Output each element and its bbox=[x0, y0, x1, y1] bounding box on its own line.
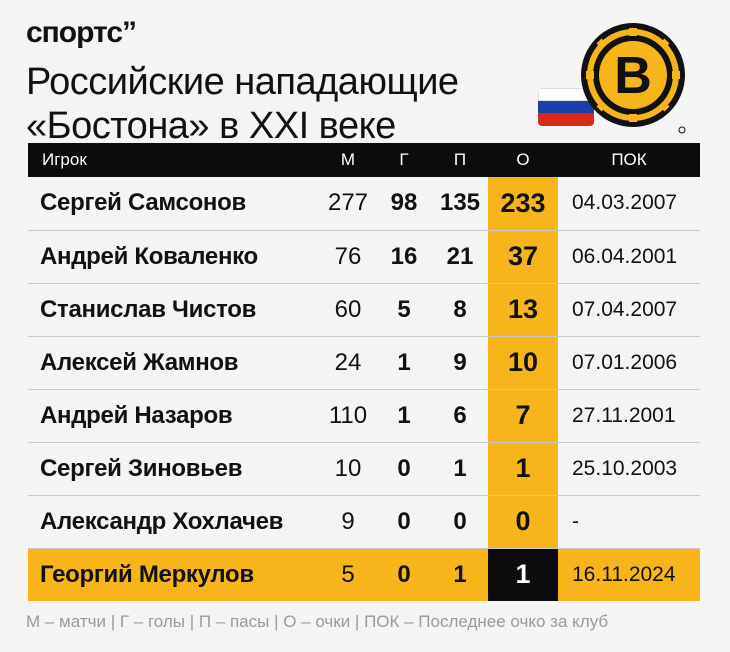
goals: 0 bbox=[397, 507, 411, 535]
goals: 16 bbox=[390, 242, 418, 270]
player-name: Андрей Назаров bbox=[40, 401, 233, 429]
matches: 277 bbox=[327, 189, 369, 217]
points: 37 bbox=[488, 230, 558, 283]
assists: 9 bbox=[453, 348, 467, 376]
points: 10 bbox=[488, 336, 558, 389]
header-points: О bbox=[488, 143, 558, 177]
header-goals: Г bbox=[399, 150, 409, 169]
assists: 0 bbox=[453, 507, 467, 535]
points: 1 bbox=[488, 548, 558, 601]
assists: 135 bbox=[439, 189, 481, 217]
legend-footnote: М – матчи | Г – голы | П – пасы | О – оч… bbox=[26, 612, 609, 631]
players-table: Игрок М Г П О ПОК Сергей Самсонов 277 98… bbox=[28, 143, 700, 601]
table-row: Александр Хохлачев 9 0 0 0 - bbox=[28, 495, 700, 548]
goals: 5 bbox=[397, 295, 411, 323]
logo-letter: B bbox=[614, 47, 652, 105]
goals: 0 bbox=[397, 560, 411, 588]
last-point-date: 04.03.2007 bbox=[572, 191, 678, 215]
table-row: Алексей Жамнов 24 1 9 10 07.01.2006 bbox=[28, 336, 700, 389]
player-name: Алексей Жамнов bbox=[40, 348, 239, 376]
matches: 110 bbox=[328, 401, 368, 429]
last-point-date: 07.04.2007 bbox=[572, 297, 678, 321]
player-name: Георгий Меркулов bbox=[40, 560, 254, 588]
last-point-date: 25.10.2003 bbox=[572, 456, 678, 480]
header-assists: П bbox=[453, 150, 467, 169]
table-row: Андрей Коваленко 76 16 21 37 06.04.2001 bbox=[28, 230, 700, 283]
title-line-1: Российские нападающие bbox=[26, 61, 459, 103]
points: 7 bbox=[488, 389, 558, 442]
player-name: Сергей Зиновьев bbox=[40, 454, 243, 482]
assists: 21 bbox=[446, 242, 474, 270]
last-point-date: 06.04.2001 bbox=[572, 244, 678, 268]
last-point-date: 07.01.2006 bbox=[572, 350, 678, 374]
table-row: Сергей Зиновьев 10 0 1 1 25.10.2003 bbox=[28, 442, 700, 495]
player-name: Андрей Коваленко bbox=[40, 242, 258, 270]
goals: 1 bbox=[397, 401, 411, 429]
last-point-date: 16.11.2024 bbox=[572, 562, 676, 586]
assists: 1 bbox=[453, 560, 467, 588]
points: 233 bbox=[488, 177, 558, 230]
player-name: Станислав Чистов bbox=[40, 295, 257, 323]
matches: 5 bbox=[341, 560, 355, 588]
last-point-date: - bbox=[572, 509, 579, 533]
goals: 1 bbox=[397, 348, 411, 376]
table-row-highlighted: Георгий Меркулов 5 0 1 1 16.11.2024 bbox=[28, 548, 700, 601]
player-name: Сергей Самсонов bbox=[40, 189, 246, 217]
header-last-point: ПОК bbox=[611, 150, 647, 169]
table-row: Станислав Чистов 60 5 8 13 07.04.2007 bbox=[28, 283, 700, 336]
table-row: Андрей Назаров 110 1 6 7 27.11.2001 bbox=[28, 389, 700, 442]
matches: 10 bbox=[334, 454, 362, 482]
matches: 24 bbox=[334, 348, 362, 376]
matches: 76 bbox=[334, 242, 362, 270]
table-row: Сергей Самсонов 277 98 135 233 04.03.200… bbox=[28, 177, 700, 230]
header-player: Игрок bbox=[42, 150, 87, 169]
last-point-date: 27.11.2001 bbox=[572, 403, 676, 427]
russia-flag-icon bbox=[538, 88, 594, 126]
assists: 1 bbox=[453, 454, 467, 482]
goals: 98 bbox=[390, 189, 418, 217]
points: 13 bbox=[488, 283, 558, 336]
matches: 60 bbox=[334, 295, 362, 323]
assists: 6 bbox=[453, 401, 467, 429]
goals: 0 bbox=[397, 454, 411, 482]
boston-bruins-logo-icon: B bbox=[581, 23, 686, 134]
title-line-2: «Бостона» в XXI веке bbox=[26, 105, 396, 147]
player-name: Александр Хохлачев bbox=[40, 507, 284, 535]
brand-logo: спортс” bbox=[26, 16, 137, 49]
points: 0 bbox=[488, 495, 558, 548]
table-header-row: Игрок М Г П О ПОК bbox=[28, 143, 700, 177]
matches: 9 bbox=[341, 507, 355, 535]
points: 1 bbox=[488, 442, 558, 495]
assists: 8 bbox=[453, 295, 467, 323]
page-title: Российские нападающие «Бостона» в XXI ве… bbox=[26, 60, 459, 148]
header-matches: М bbox=[340, 150, 356, 169]
